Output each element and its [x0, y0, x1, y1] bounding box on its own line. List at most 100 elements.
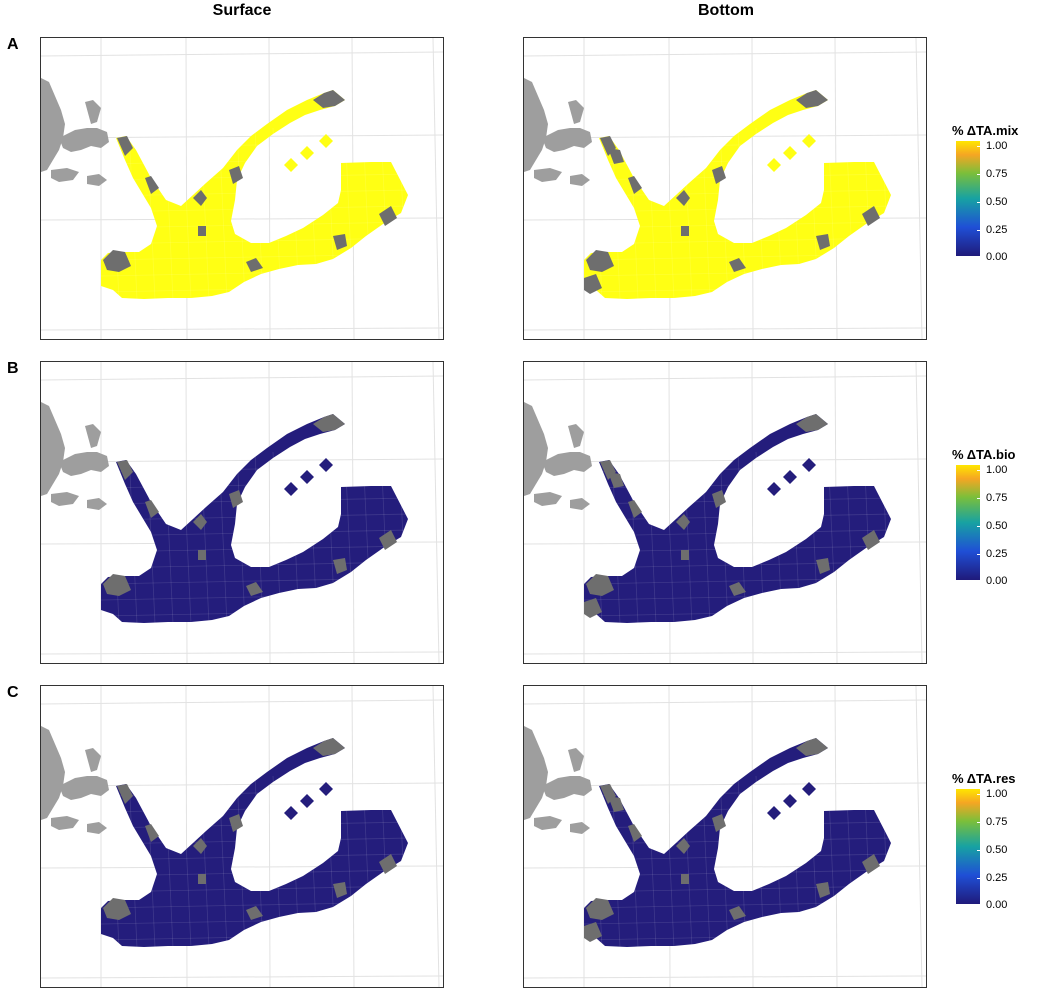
legend-mix: % ΔTA.mix 1.00 0.75 0.50 0.25 0.00 — [952, 123, 1042, 263]
missing-cell — [333, 882, 347, 898]
column-title-surface: Surface — [212, 2, 272, 19]
missing-cell — [628, 500, 642, 518]
land-area — [542, 776, 592, 800]
legend-tick: 0.00 — [976, 251, 1008, 263]
missing-cell — [193, 838, 207, 854]
land-area — [87, 822, 107, 834]
missing-cell — [333, 234, 347, 250]
missing-cell — [628, 176, 642, 194]
legend-title-res: % ΔTA.res — [952, 771, 1016, 786]
column-title-bottom: Bottom — [698, 2, 754, 19]
legend-tick: 0.75 — [976, 492, 1008, 504]
legend-tick: 0.50 — [976, 520, 1008, 532]
diamond-cell — [319, 134, 333, 148]
missing-cell — [117, 136, 133, 156]
missing-cell — [229, 814, 243, 832]
missing-cell — [379, 854, 397, 874]
missing-cell — [796, 90, 828, 108]
legend-tick: 0.00 — [976, 899, 1008, 911]
diamond-cell — [319, 782, 333, 796]
missing-cell — [586, 574, 614, 596]
missing-cell — [816, 882, 830, 898]
missing-cell — [862, 206, 880, 226]
diamond-cell — [284, 806, 298, 820]
missing-cell — [333, 558, 347, 574]
land-area — [59, 452, 109, 476]
missing-cell — [608, 472, 624, 488]
missing-cell — [796, 414, 828, 432]
missing-cell — [313, 738, 345, 756]
legend-colorbar-res — [956, 789, 980, 904]
missing-cell — [246, 582, 263, 596]
legend-res: % ΔTA.res 1.00 0.75 0.50 0.25 0.00 — [952, 771, 1042, 911]
diamond-cell — [767, 806, 781, 820]
missing-cell — [608, 796, 624, 812]
missing-cell — [712, 490, 726, 508]
missing-cell — [246, 258, 263, 272]
diamond-cell — [767, 482, 781, 496]
legend-tick: 0.25 — [976, 548, 1008, 560]
legend-tick: 1.00 — [976, 788, 1008, 800]
missing-cell — [198, 226, 206, 236]
land-area — [87, 498, 107, 510]
missing-cell — [729, 582, 746, 596]
land-area — [568, 748, 584, 772]
missing-cell — [796, 738, 828, 756]
diamond-cell — [300, 794, 314, 808]
missing-cell — [586, 250, 614, 272]
map-region — [101, 90, 408, 299]
missing-cell — [198, 550, 206, 560]
map-panel-a-bottom — [523, 37, 927, 340]
legend-colorbar-bio — [956, 465, 980, 580]
land-area — [568, 424, 584, 448]
diamond-cell — [284, 158, 298, 172]
missing-cell — [584, 598, 602, 618]
map-panel-c-surface — [40, 685, 444, 988]
land-area — [87, 174, 107, 186]
missing-cell — [193, 190, 207, 206]
missing-cell — [103, 250, 131, 272]
missing-cell — [608, 148, 624, 164]
diamond-cell — [783, 794, 797, 808]
missing-cell — [586, 898, 614, 920]
legend-tick: 1.00 — [976, 464, 1008, 476]
row-label-b: B — [7, 360, 19, 377]
diamond-cell — [802, 134, 816, 148]
missing-cell — [117, 460, 133, 480]
diamond-cell — [802, 458, 816, 472]
land-area — [41, 78, 65, 172]
diamond-cell — [802, 782, 816, 796]
missing-cell — [584, 274, 602, 294]
land-area — [85, 748, 101, 772]
map-region — [584, 414, 891, 623]
missing-cell — [584, 922, 602, 942]
map-panel-c-bottom — [523, 685, 927, 988]
map-panel-b-bottom — [523, 361, 927, 664]
legend-tick: 0.50 — [976, 844, 1008, 856]
missing-cell — [676, 190, 690, 206]
missing-cell — [816, 234, 830, 250]
diamond-cell — [300, 146, 314, 160]
legend-tick: 0.50 — [976, 196, 1008, 208]
legend-colorbar-mix — [956, 141, 980, 256]
missing-cell — [198, 874, 206, 884]
land-area — [568, 100, 584, 124]
missing-cell — [379, 206, 397, 226]
missing-cell — [729, 906, 746, 920]
missing-cell — [313, 414, 345, 432]
land-area — [524, 78, 548, 172]
land-area — [85, 424, 101, 448]
missing-cell — [117, 784, 133, 804]
land-area — [542, 452, 592, 476]
legend-title-mix: % ΔTA.mix — [952, 123, 1019, 138]
land-area — [51, 168, 79, 182]
land-area — [41, 402, 65, 496]
missing-cell — [816, 558, 830, 574]
missing-cell — [229, 490, 243, 508]
diamond-cell — [319, 458, 333, 472]
land-area — [41, 726, 65, 820]
map-panel-b-surface — [40, 361, 444, 664]
missing-cell — [628, 824, 642, 842]
missing-cell — [729, 258, 746, 272]
land-area — [570, 174, 590, 186]
